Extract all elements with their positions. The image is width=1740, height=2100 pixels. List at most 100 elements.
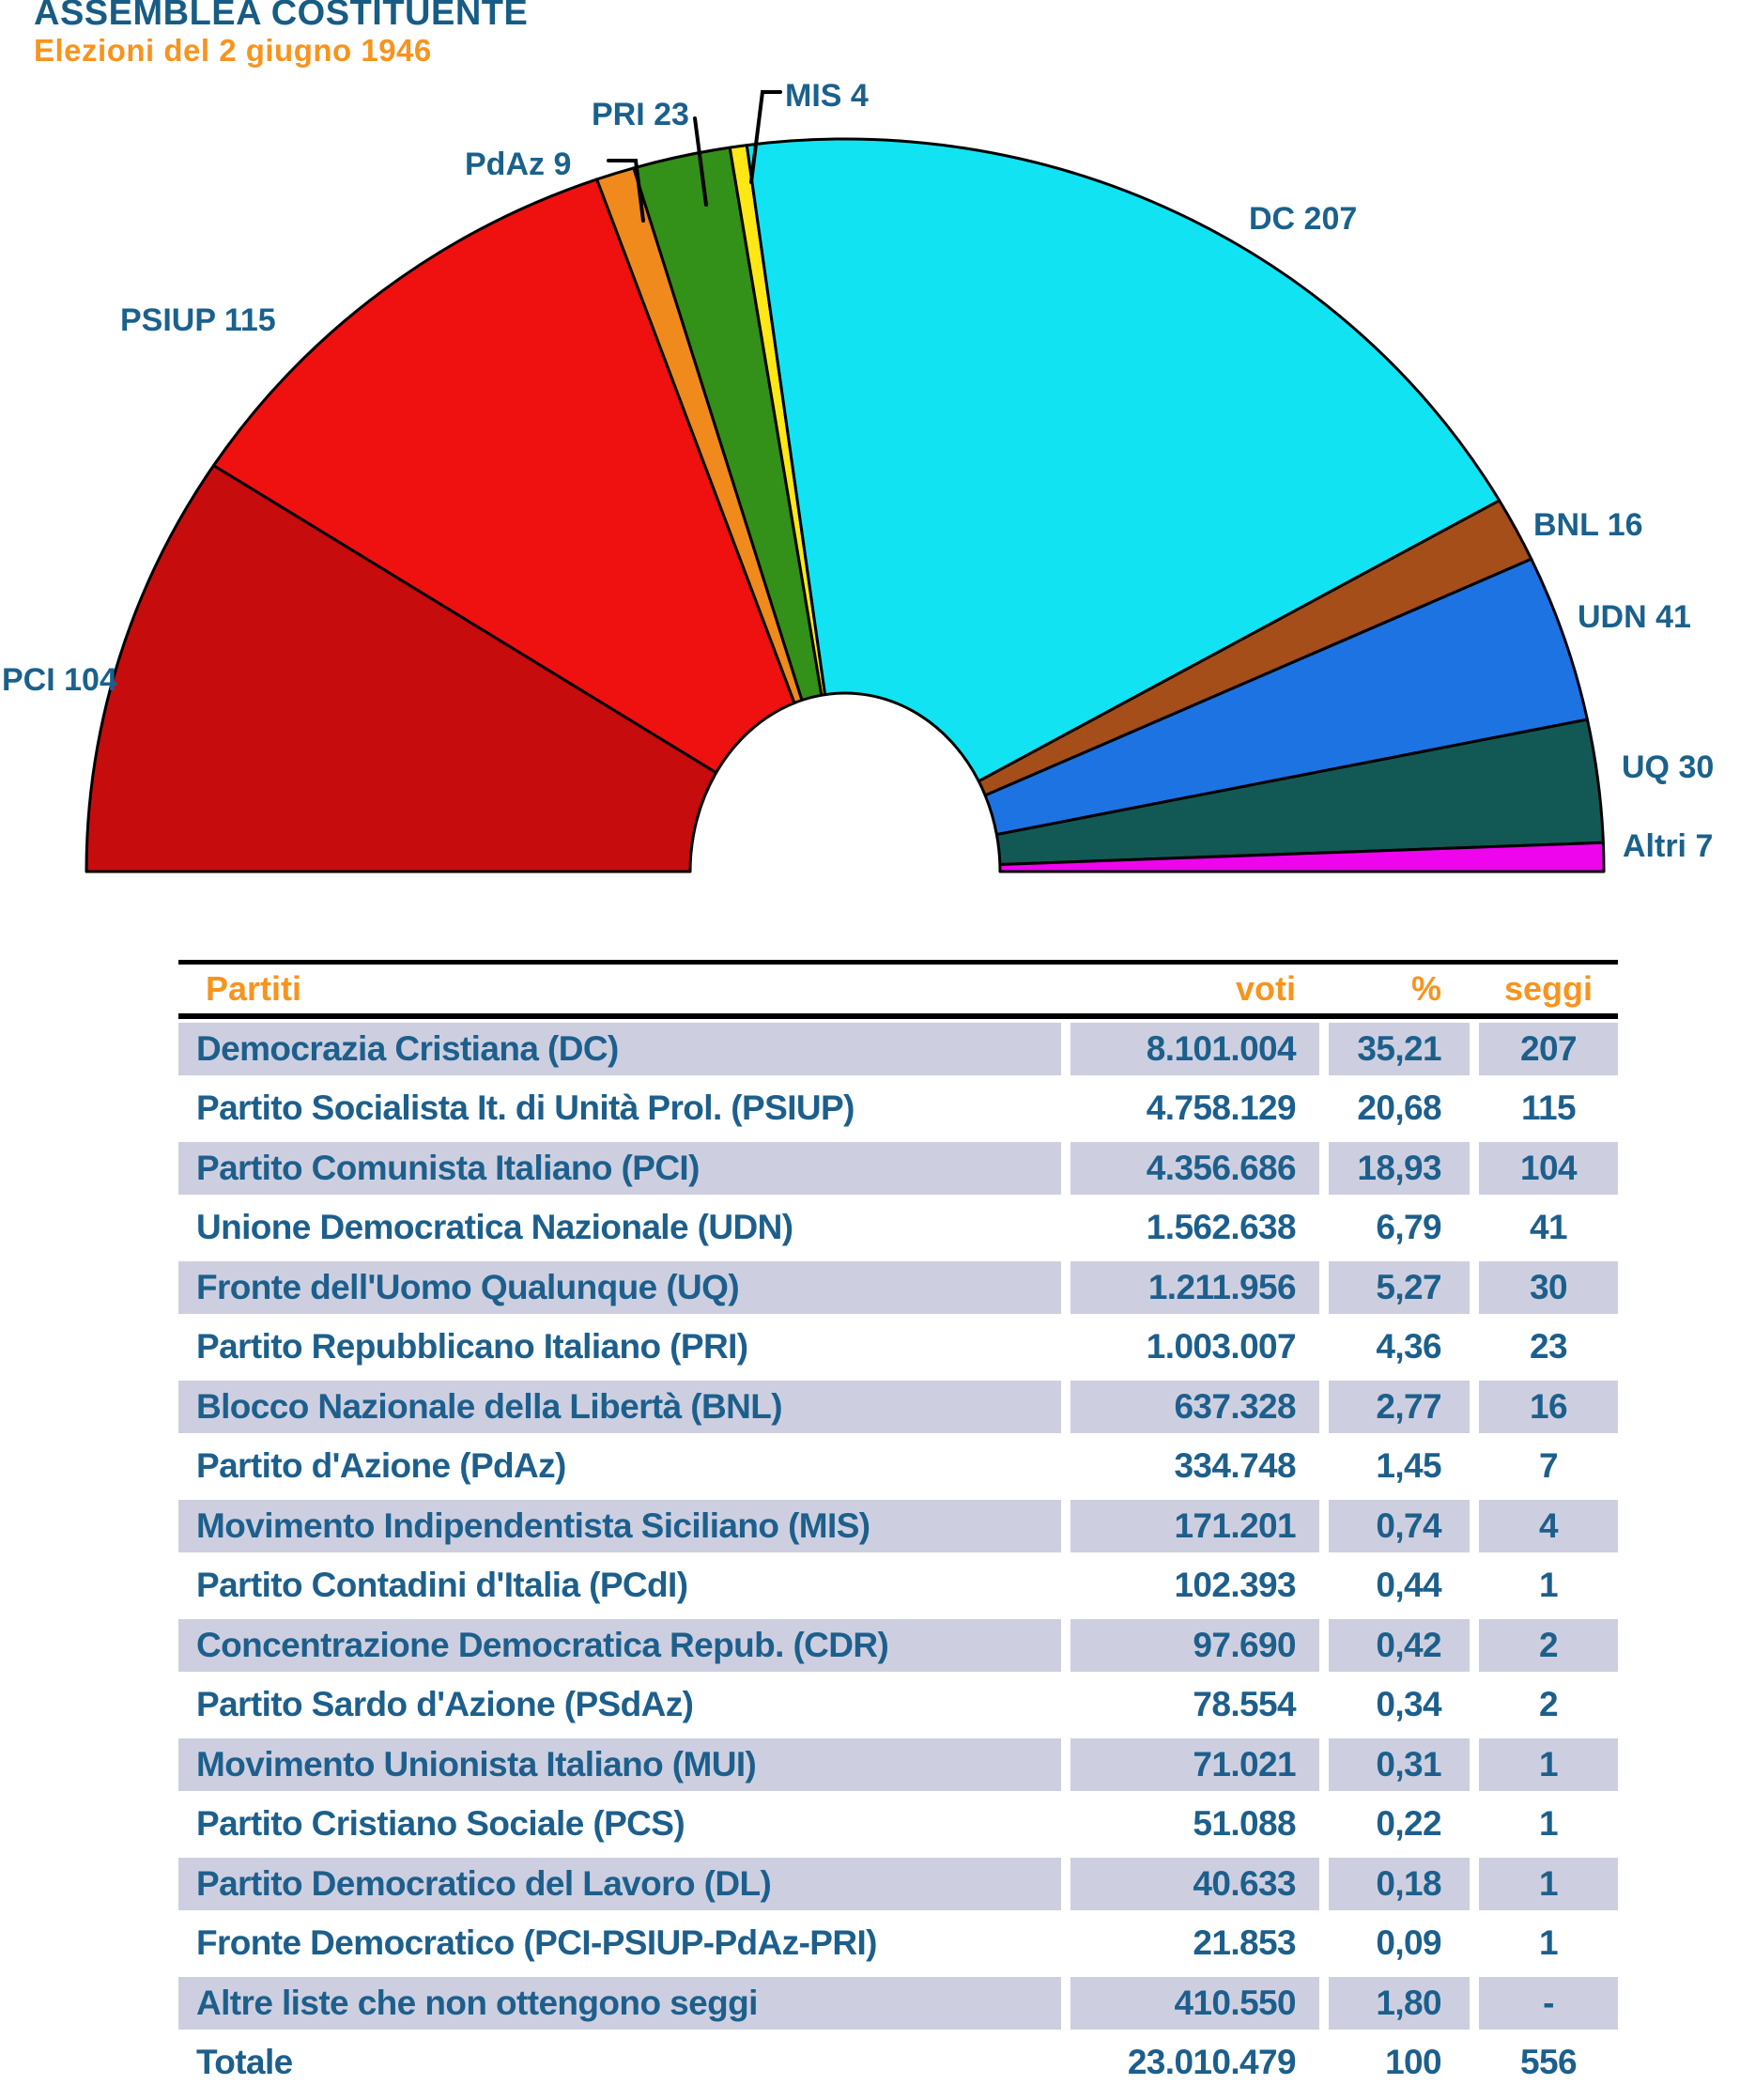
cell-pct: 1,80 — [1329, 1976, 1470, 2030]
table-row: Fronte dell'Uomo Qualunque (UQ) 1.211.956… — [178, 1258, 1618, 1318]
leader-line-pri — [693, 116, 708, 207]
table-header-underline — [178, 1013, 1618, 1019]
cell-pct: 0,74 — [1329, 1499, 1470, 1552]
chart-label-pci: PCI 104 — [2, 662, 117, 698]
table-body: Democrazia Cristiana (DC) 8.101.004 35,21 2… — [178, 1019, 1618, 2092]
cell-party: Partito Comunista Italiano (PCI) — [178, 1141, 1061, 1195]
cell-party: Unione Democratica Nazionale (UDN) — [196, 1208, 793, 1247]
chart-label-mis: MIS 4 — [785, 78, 869, 114]
table-top-border — [178, 960, 1618, 965]
cell-voti: 102.393 — [1174, 1566, 1296, 1605]
chart-label-altri: Altri 7 — [1623, 828, 1713, 864]
cell-voti: 4.356.686 — [1070, 1141, 1319, 1195]
table-row: Altre liste che non ottengono seggi 410.5… — [178, 1973, 1618, 2033]
cell-seggi: 23 — [1530, 1327, 1568, 1367]
cell-pct: 0,31 — [1329, 1737, 1470, 1791]
cell-pct: 0,09 — [1376, 1923, 1441, 1963]
cell-pct: 0,18 — [1329, 1857, 1470, 1910]
table-header-row: Partiti voti % seggi — [178, 965, 1618, 1013]
cell-voti: 334.748 — [1174, 1446, 1296, 1486]
table-row: Partito Democratico del Lavoro (DL) 40.63… — [178, 1854, 1618, 1914]
table-total-row: Totale 23.010.479 100 556 — [178, 2033, 1618, 2093]
cell-seggi: 7 — [1539, 1446, 1559, 1486]
cell-party: Fronte dell'Uomo Qualunque (UQ) — [178, 1260, 1061, 1314]
cell-voti: 171.201 — [1070, 1499, 1319, 1552]
cell-party: Altre liste che non ottengono seggi — [178, 1976, 1061, 2030]
cell-seggi: 2 — [1479, 1618, 1618, 1672]
table-row: Partito Cristiano Sociale (PCS) 51.088 0,2… — [178, 1795, 1618, 1855]
cell-pct: 5,27 — [1329, 1260, 1470, 1314]
cell-pct: 0,22 — [1376, 1804, 1441, 1844]
cell-pct: 4,36 — [1376, 1327, 1441, 1367]
cell-voti: 23.010.479 — [1127, 2043, 1297, 2082]
cell-seggi: 556 — [1520, 2043, 1578, 2082]
wedge-altri — [998, 841, 1606, 873]
table-row: Concentrazione Democratica Repub. (CDR) 9… — [178, 1615, 1618, 1675]
cell-pct: 20,68 — [1357, 1089, 1441, 1128]
cell-party: Partito Sardo d'Azione (PSdAz) — [196, 1685, 694, 1724]
chart-label-pdaz: PdAz 9 — [465, 147, 571, 182]
cell-voti: 1.003.007 — [1146, 1327, 1297, 1367]
column-header-pct: % — [1410, 969, 1441, 1008]
chart-label-uq: UQ 30 — [1622, 749, 1714, 785]
cell-pct: 0,42 — [1329, 1618, 1470, 1672]
cell-voti: 97.690 — [1070, 1618, 1319, 1672]
table-row: Partito Sardo d'Azione (PSdAz) 78.554 0,34… — [178, 1675, 1618, 1736]
cell-seggi: 1 — [1539, 1804, 1559, 1844]
cell-voti: 51.088 — [1193, 1804, 1296, 1844]
table-row: Partito Contadini d'Italia (PCdI) 102.393… — [178, 1556, 1618, 1616]
cell-seggi: 1 — [1479, 1737, 1618, 1791]
cell-pct: 35,21 — [1329, 1022, 1470, 1075]
cell-party: Concentrazione Democratica Repub. (CDR) — [178, 1618, 1061, 1672]
results-table: Partiti voti % seggi Democrazia Cristian… — [178, 960, 1618, 2092]
cell-voti: 637.328 — [1070, 1380, 1319, 1433]
cell-voti: 71.021 — [1070, 1737, 1319, 1791]
cell-voti: 8.101.004 — [1070, 1022, 1319, 1075]
cell-pct: 18,93 — [1329, 1141, 1470, 1195]
column-header-voti: voti — [1235, 969, 1296, 1008]
cell-voti: 410.550 — [1070, 1976, 1319, 2030]
cell-pct: 0,44 — [1376, 1566, 1441, 1605]
cell-voti: 78.554 — [1193, 1685, 1296, 1724]
page-title: ASSEMBLEA COSTITUENTE — [34, 0, 529, 33]
cell-pct: 100 — [1385, 2043, 1442, 2082]
cell-seggi: 1 — [1479, 1857, 1618, 1910]
table-row: Movimento Unionista Italiano (MUI) 71.021… — [178, 1735, 1618, 1795]
wedge-psiup — [212, 178, 796, 775]
cell-party: Partito d'Azione (PdAz) — [196, 1446, 566, 1486]
cell-party: Movimento Unionista Italiano (MUI) — [178, 1737, 1061, 1791]
chart-label-dc: DC 207 — [1249, 201, 1357, 237]
column-header-partiti: Partiti — [206, 969, 302, 1008]
cell-party: Totale — [196, 2043, 293, 2082]
cell-seggi: 16 — [1479, 1380, 1618, 1433]
leader-line-pdaz — [607, 159, 645, 223]
cell-seggi: 104 — [1479, 1141, 1618, 1195]
wedge-dc — [745, 137, 1501, 783]
cell-seggi: 2 — [1539, 1685, 1559, 1724]
cell-seggi: 207 — [1479, 1022, 1618, 1075]
cell-party: Movimento Indipendentista Siciliano (MIS… — [178, 1499, 1061, 1552]
cell-party: Partito Cristiano Sociale (PCS) — [196, 1804, 685, 1844]
cell-pct: 1,45 — [1376, 1446, 1441, 1486]
cell-seggi: 115 — [1521, 1089, 1577, 1128]
chart-label-pri: PRI 23 — [592, 97, 689, 132]
table-row: Movimento Indipendentista Siciliano (MIS… — [178, 1496, 1618, 1556]
cell-voti: 4.758.129 — [1146, 1089, 1297, 1128]
cell-voti: 1.562.638 — [1146, 1208, 1297, 1247]
cell-voti: 21.853 — [1193, 1923, 1296, 1963]
cell-party: Blocco Nazionale della Libertà (BNL) — [178, 1380, 1061, 1433]
table-row: Blocco Nazionale della Libertà (BNL) 637.… — [178, 1377, 1618, 1437]
wedge-pci — [85, 464, 718, 873]
leader-line-mis — [749, 90, 782, 184]
hemicycle-chart: PCI 104 PSIUP 115 PdAz 9 PRI 23 MIS 4 DC 207 B… — [0, 0, 1740, 916]
hemicycle-svg: PCI 104 PSIUP 115 PdAz 9 PRI 23 MIS 4 DC 207 B… — [2, 78, 1714, 873]
table-row: Partito d'Azione (PdAz) 334.748 1,45 7 — [178, 1437, 1618, 1497]
cell-seggi: - — [1479, 1976, 1618, 2030]
cell-voti: 40.633 — [1070, 1857, 1319, 1910]
cell-seggi: 1 — [1539, 1566, 1559, 1605]
cell-party: Democrazia Cristiana (DC) — [178, 1022, 1061, 1075]
table-row: Unione Democratica Nazionale (UDN) 1.562.… — [178, 1198, 1618, 1258]
table-row: Partito Socialista It. di Unità Prol. (P… — [178, 1079, 1618, 1139]
table-row: Fronte Democratico (PCI-PSIUP-PdAz-PRI) 2… — [178, 1914, 1618, 1974]
cell-party: Partito Socialista It. di Unità Prol. (P… — [196, 1089, 855, 1128]
